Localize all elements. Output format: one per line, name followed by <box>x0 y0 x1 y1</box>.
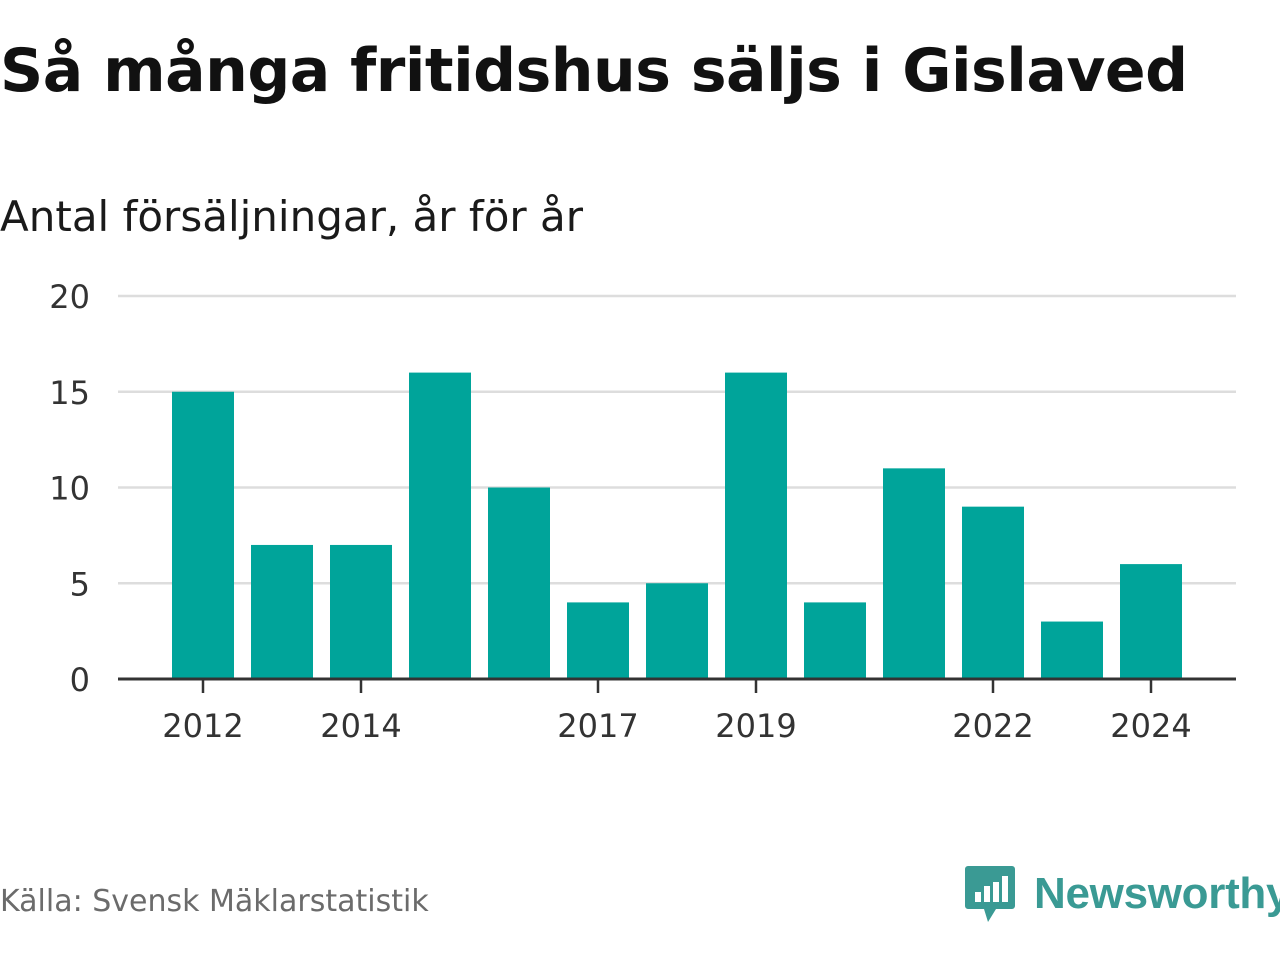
bar-2015 <box>409 372 471 679</box>
source-note: Källa: Svensk Mäklarstatistik <box>0 884 429 919</box>
bar-2021 <box>883 468 945 679</box>
bars <box>172 372 1182 679</box>
y-tick-label: 5 <box>70 565 90 603</box>
x-axis-labels: 2012 2014 2017 2019 2022 2024 <box>162 707 1191 745</box>
x-tick-label: 2022 <box>952 707 1033 745</box>
bar-2024 <box>1120 564 1182 679</box>
bar-2017 <box>567 602 629 679</box>
bar-2020 <box>804 602 866 679</box>
bar-2018 <box>646 583 708 679</box>
brand-name: Newsworthy <box>1034 869 1280 918</box>
x-tick-label: 2017 <box>557 707 638 745</box>
chart-subtitle: Antal försäljningar, år för år <box>0 192 584 241</box>
chart-title: Så många fritidshus säljs i Gislaved <box>0 36 1188 106</box>
x-axis <box>118 677 1236 693</box>
bar-2014 <box>330 544 392 679</box>
gridlines <box>118 294 1236 585</box>
x-tick-label: 2019 <box>715 707 796 745</box>
x-tick-label: 2014 <box>320 707 401 745</box>
y-tick-label: 0 <box>70 661 90 699</box>
bar-2013 <box>251 544 313 679</box>
bar-2016 <box>488 487 550 679</box>
y-tick-label: 10 <box>49 470 90 508</box>
x-tick-label: 2024 <box>1110 707 1191 745</box>
bar-2023 <box>1041 621 1103 679</box>
y-tick-label: 15 <box>49 374 90 412</box>
bar-chart: 0 5 10 15 20 2012 2014 2017 2019 2022 2024 <box>49 278 1236 745</box>
y-tick-label: 20 <box>49 278 90 316</box>
bar-chart-speech-bubble-icon <box>965 866 1015 922</box>
brand-logo: Newsworthy <box>964 864 1280 924</box>
y-axis-labels: 0 5 10 15 20 <box>49 278 90 699</box>
bar-2019 <box>725 372 787 679</box>
bar-2012 <box>172 391 234 679</box>
bar-2022 <box>962 506 1024 679</box>
x-tick-label: 2012 <box>162 707 243 745</box>
